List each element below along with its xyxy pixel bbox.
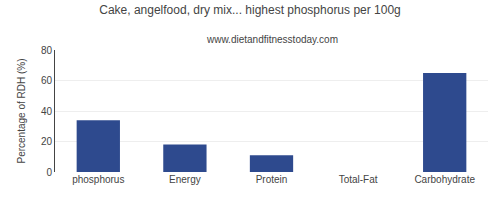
svg-text:Cake, angelfood, dry mix... hi: Cake, angelfood, dry mix... highest phos…	[99, 3, 401, 17]
svg-text:60: 60	[41, 75, 53, 86]
svg-text:0: 0	[46, 167, 52, 178]
svg-text:40: 40	[41, 106, 53, 117]
svg-text:www.dietandfitnesstoday.com: www.dietandfitnesstoday.com	[206, 34, 338, 45]
svg-text:Energy: Energy	[169, 174, 201, 185]
svg-text:phosphorus: phosphorus	[72, 174, 124, 185]
svg-text:Total-Fat: Total-Fat	[339, 174, 378, 185]
svg-text:Protein: Protein	[256, 174, 288, 185]
svg-text:80: 80	[41, 45, 53, 56]
svg-text:20: 20	[41, 136, 53, 147]
svg-text:Carbohydrate: Carbohydrate	[414, 174, 475, 185]
svg-text:Percentage of RDH (%): Percentage of RDH (%)	[16, 58, 27, 163]
